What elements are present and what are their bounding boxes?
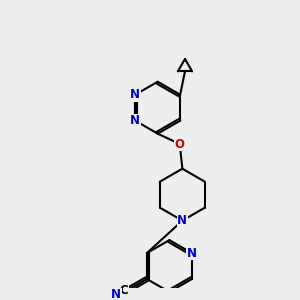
Text: N: N (130, 88, 140, 101)
Text: N: N (130, 114, 140, 127)
Text: N: N (177, 214, 188, 227)
Text: C: C (120, 284, 128, 297)
Text: N: N (111, 288, 121, 300)
Text: O: O (175, 137, 185, 151)
Text: N: N (187, 247, 197, 260)
